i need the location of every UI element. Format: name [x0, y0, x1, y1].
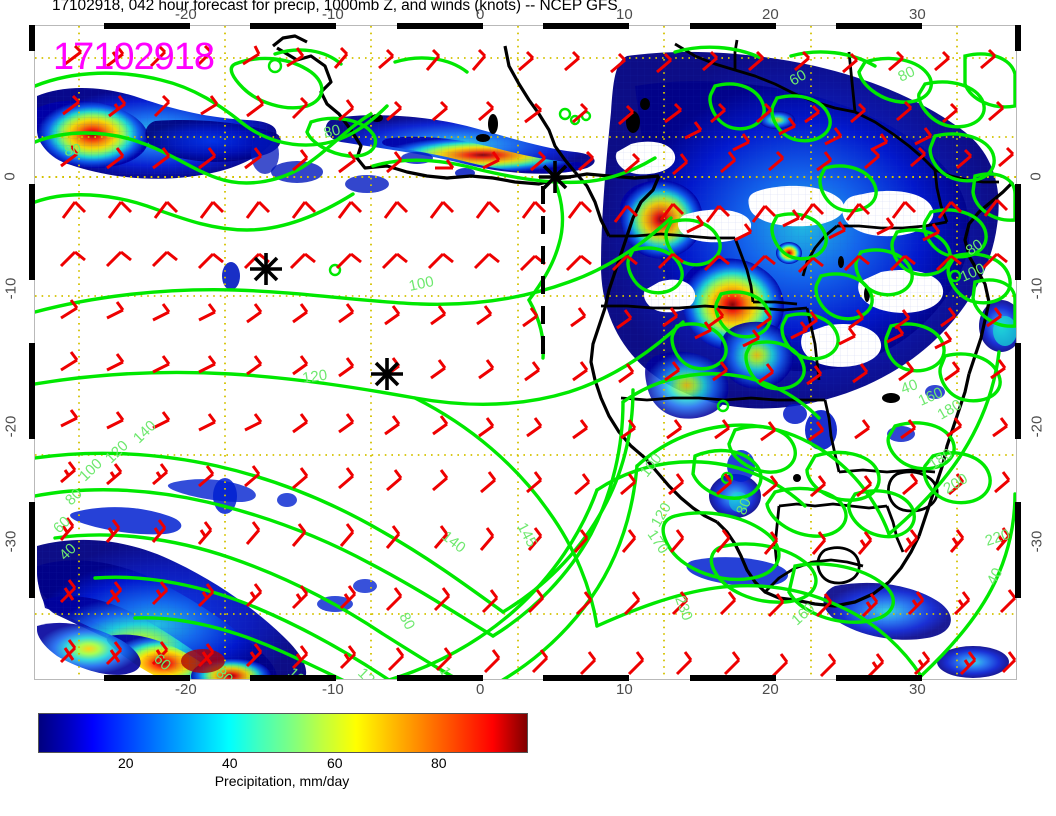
svg-text:80: 80 — [733, 496, 755, 518]
axis-tick-band-top — [397, 23, 483, 29]
svg-text:120: 120 — [301, 367, 328, 387]
station-markers — [250, 161, 571, 390]
axis-tick-band-top — [836, 23, 922, 29]
svg-text:40: 40 — [984, 565, 1007, 588]
svg-text:145: 145 — [513, 520, 540, 550]
axis-tick-band-top — [690, 23, 776, 29]
svg-text:80: 80 — [322, 121, 342, 142]
colorbar-tick-label: 60 — [327, 755, 343, 771]
axis-tick-band-bottom — [836, 675, 922, 681]
forecast-timestamp-stamp: 17102918 — [53, 36, 215, 78]
axis-label-x-bottom: 10 — [616, 681, 633, 698]
axis-label-y-left: -10 — [2, 277, 20, 300]
svg-text:140: 140 — [439, 528, 469, 557]
axis-tick-band-bottom — [397, 675, 483, 681]
colorbar-tick-label: 40 — [222, 755, 238, 771]
axis-label-x-top: -20 — [175, 6, 197, 23]
svg-text:60: 60 — [50, 513, 74, 537]
svg-text:80: 80 — [395, 610, 418, 633]
svg-text:80: 80 — [63, 141, 82, 160]
axis-tick-band-top — [543, 23, 629, 29]
axis-tick-band-bottom — [250, 675, 336, 681]
colorbar-tick-label: 20 — [118, 755, 134, 771]
svg-text:170: 170 — [644, 527, 672, 557]
svg-text:80: 80 — [963, 236, 986, 259]
axis-label-x-top: 20 — [762, 6, 779, 23]
svg-text:120: 120 — [102, 437, 132, 467]
chart-title: 17102918, 042 hour forecast for precip, … — [52, 0, 618, 14]
axis-label-y-left: 0 — [1, 172, 19, 181]
axis-label-x-top: 30 — [909, 6, 926, 23]
svg-text:40: 40 — [899, 376, 920, 398]
axis-label-x-bottom: -10 — [322, 681, 344, 698]
colorbar-caption: Precipitation, mm/day — [214, 773, 350, 789]
axis-tick-band-bottom — [690, 675, 776, 681]
svg-text:220: 220 — [983, 526, 1012, 550]
colorbar-gradient — [38, 713, 528, 753]
axis-tick-band-right — [1015, 502, 1021, 598]
axis-tick-band-right — [1015, 184, 1021, 280]
axis-tick-band-right — [1015, 343, 1021, 439]
axis-label-y-left: -20 — [2, 415, 20, 438]
axis-label-x-bottom: -20 — [175, 681, 197, 698]
svg-text:60: 60 — [787, 66, 810, 89]
svg-text:230: 230 — [671, 594, 696, 623]
axis-label-y-right: 0 — [1027, 172, 1045, 181]
colorbar-tick-label: 80 — [431, 755, 447, 771]
axis-label-x-bottom: 20 — [762, 681, 779, 698]
axis-label-y-right: -30 — [1028, 530, 1046, 553]
axis-tick-band-left — [29, 343, 35, 439]
axis-tick-band-left — [29, 25, 35, 51]
axis-tick-band-bottom — [543, 675, 629, 681]
axis-label-y-right: -20 — [1028, 415, 1046, 438]
axis-label-x-top: 10 — [616, 6, 633, 23]
svg-text:200: 200 — [941, 470, 971, 497]
axis-label-x-bottom: 0 — [476, 681, 485, 698]
svg-text:100: 100 — [407, 273, 435, 295]
axis-tick-band-left — [29, 184, 35, 280]
map-graphics: 40 60 80 100 120 140 80 80 100 120 140 1… — [35, 26, 1016, 679]
axis-label-x-top: 0 — [476, 6, 485, 23]
svg-text:120: 120 — [648, 500, 675, 530]
axis-tick-band-right — [1015, 25, 1021, 51]
axis-tick-band-left — [29, 502, 35, 598]
axis-label-y-right: -10 — [1028, 277, 1046, 300]
axis-tick-band-top — [250, 23, 336, 29]
axis-label-x-bottom: 30 — [909, 681, 926, 698]
svg-text:80: 80 — [895, 63, 917, 86]
svg-text:100: 100 — [76, 455, 106, 485]
colorbar — [38, 713, 528, 753]
map-plot-area: 40 60 80 100 120 140 80 80 100 120 140 1… — [34, 25, 1017, 680]
axis-label-x-top: -10 — [322, 6, 344, 23]
precip-field — [37, 51, 1016, 679]
axis-label-y-left: -30 — [2, 530, 20, 553]
wind-barbs — [59, 44, 1016, 678]
svg-text:140: 140 — [130, 417, 160, 447]
axis-tick-band-bottom — [104, 675, 190, 681]
axis-tick-band-top — [104, 23, 190, 29]
